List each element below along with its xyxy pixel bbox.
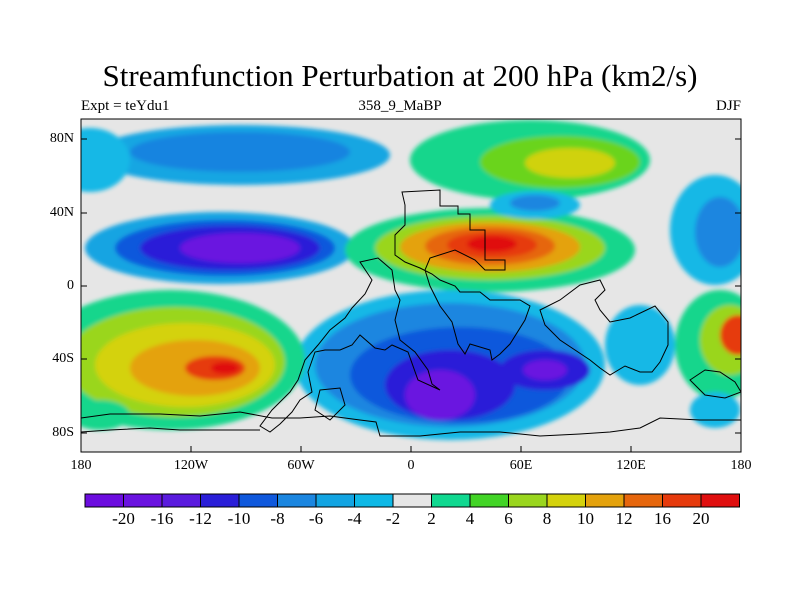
contour-south-low-east-core xyxy=(523,360,567,380)
case-label: 358_9_MaBP xyxy=(358,98,442,114)
contour-east-core xyxy=(695,197,741,267)
colorbar-label: 6 xyxy=(504,509,513,528)
colorbar-swatch xyxy=(238,493,278,508)
contour-low-core xyxy=(180,233,300,263)
colorbar-swatch xyxy=(431,493,471,508)
africa-america-outline xyxy=(259,257,441,433)
x-tick-label: 0 xyxy=(407,458,415,473)
colorbar-swatch xyxy=(354,493,394,508)
colorbar-label: -10 xyxy=(227,509,251,528)
colorbar-swatch xyxy=(315,493,355,508)
antarctica-outline xyxy=(81,411,741,437)
colorbar-label: -2 xyxy=(385,509,401,528)
x-tick-label: 60E xyxy=(509,458,533,473)
x-tick-label: 180 xyxy=(70,458,92,473)
contour-south-low-core xyxy=(405,370,475,420)
map-panel xyxy=(80,118,742,453)
colorbar-swatch xyxy=(508,493,548,508)
colorbar-swatch xyxy=(84,493,124,508)
australia-region-outline xyxy=(539,279,669,376)
contour-south-high-peak xyxy=(211,362,239,374)
colorbar-label: 4 xyxy=(465,509,475,528)
x-tick-label: 60W xyxy=(287,458,315,473)
colorbar-label: 2 xyxy=(427,509,436,528)
contour-high-core xyxy=(467,236,517,252)
x-tick-label: 120W xyxy=(173,458,209,473)
colorbar-swatch xyxy=(585,493,625,508)
colorbar-swatch xyxy=(700,493,740,508)
colorbar-swatch xyxy=(200,493,240,508)
colorbar-label: -12 xyxy=(189,509,212,528)
contour-high-north-core xyxy=(510,195,560,211)
colorbar-label: -20 xyxy=(112,509,135,528)
coastlines xyxy=(81,189,741,437)
colorbar-label: 10 xyxy=(577,509,594,528)
colorbar-swatch xyxy=(123,493,163,508)
colorbar-swatch xyxy=(161,493,201,508)
island-outline xyxy=(314,387,346,421)
y-tick-label: 80S xyxy=(52,425,74,440)
season-label: DJF xyxy=(715,98,741,114)
colorbar-swatch xyxy=(469,493,509,508)
y-tick-label: 40S xyxy=(52,351,74,366)
contour-asia-core xyxy=(525,148,615,178)
experiment-label: Expt = teYdu1 xyxy=(81,98,170,114)
pacific-island-outline xyxy=(689,369,741,399)
plot-title: Streamfunction Perturbation at 200 hPa (… xyxy=(102,58,698,93)
antarctica-inner-outline xyxy=(81,427,260,433)
colorbar-label: 12 xyxy=(615,509,633,528)
contour-east-south-low xyxy=(690,392,740,428)
colorbar-label: -6 xyxy=(308,509,324,528)
axis-ticks xyxy=(80,138,742,452)
contour-east-south-core xyxy=(720,315,741,355)
y-tick-label: 80N xyxy=(49,131,74,146)
y-tick-label: 40N xyxy=(49,205,74,220)
colorbar xyxy=(84,493,740,508)
colorbar-label: 16 xyxy=(654,509,671,528)
colorbar-swatch xyxy=(623,493,663,508)
x-tick-label: 120E xyxy=(616,458,646,473)
contour-north-west xyxy=(81,128,130,192)
contour-north-core xyxy=(130,132,350,172)
contour-fills xyxy=(81,120,741,440)
y-tick-label: 0 xyxy=(67,278,74,293)
colorbar-swatch xyxy=(662,493,702,508)
colorbar-label: 8 xyxy=(542,509,552,528)
eurasia-outline xyxy=(394,189,531,361)
colorbar-label: -8 xyxy=(270,509,285,528)
colorbar-swatch xyxy=(392,493,432,508)
colorbar-label: -4 xyxy=(347,509,362,528)
colorbar-swatch xyxy=(546,493,586,508)
colorbar-swatch xyxy=(277,493,317,508)
colorbar-label: 20 xyxy=(692,509,710,528)
colorbar-label: -16 xyxy=(150,509,174,528)
x-tick-label: 180 xyxy=(730,458,752,473)
